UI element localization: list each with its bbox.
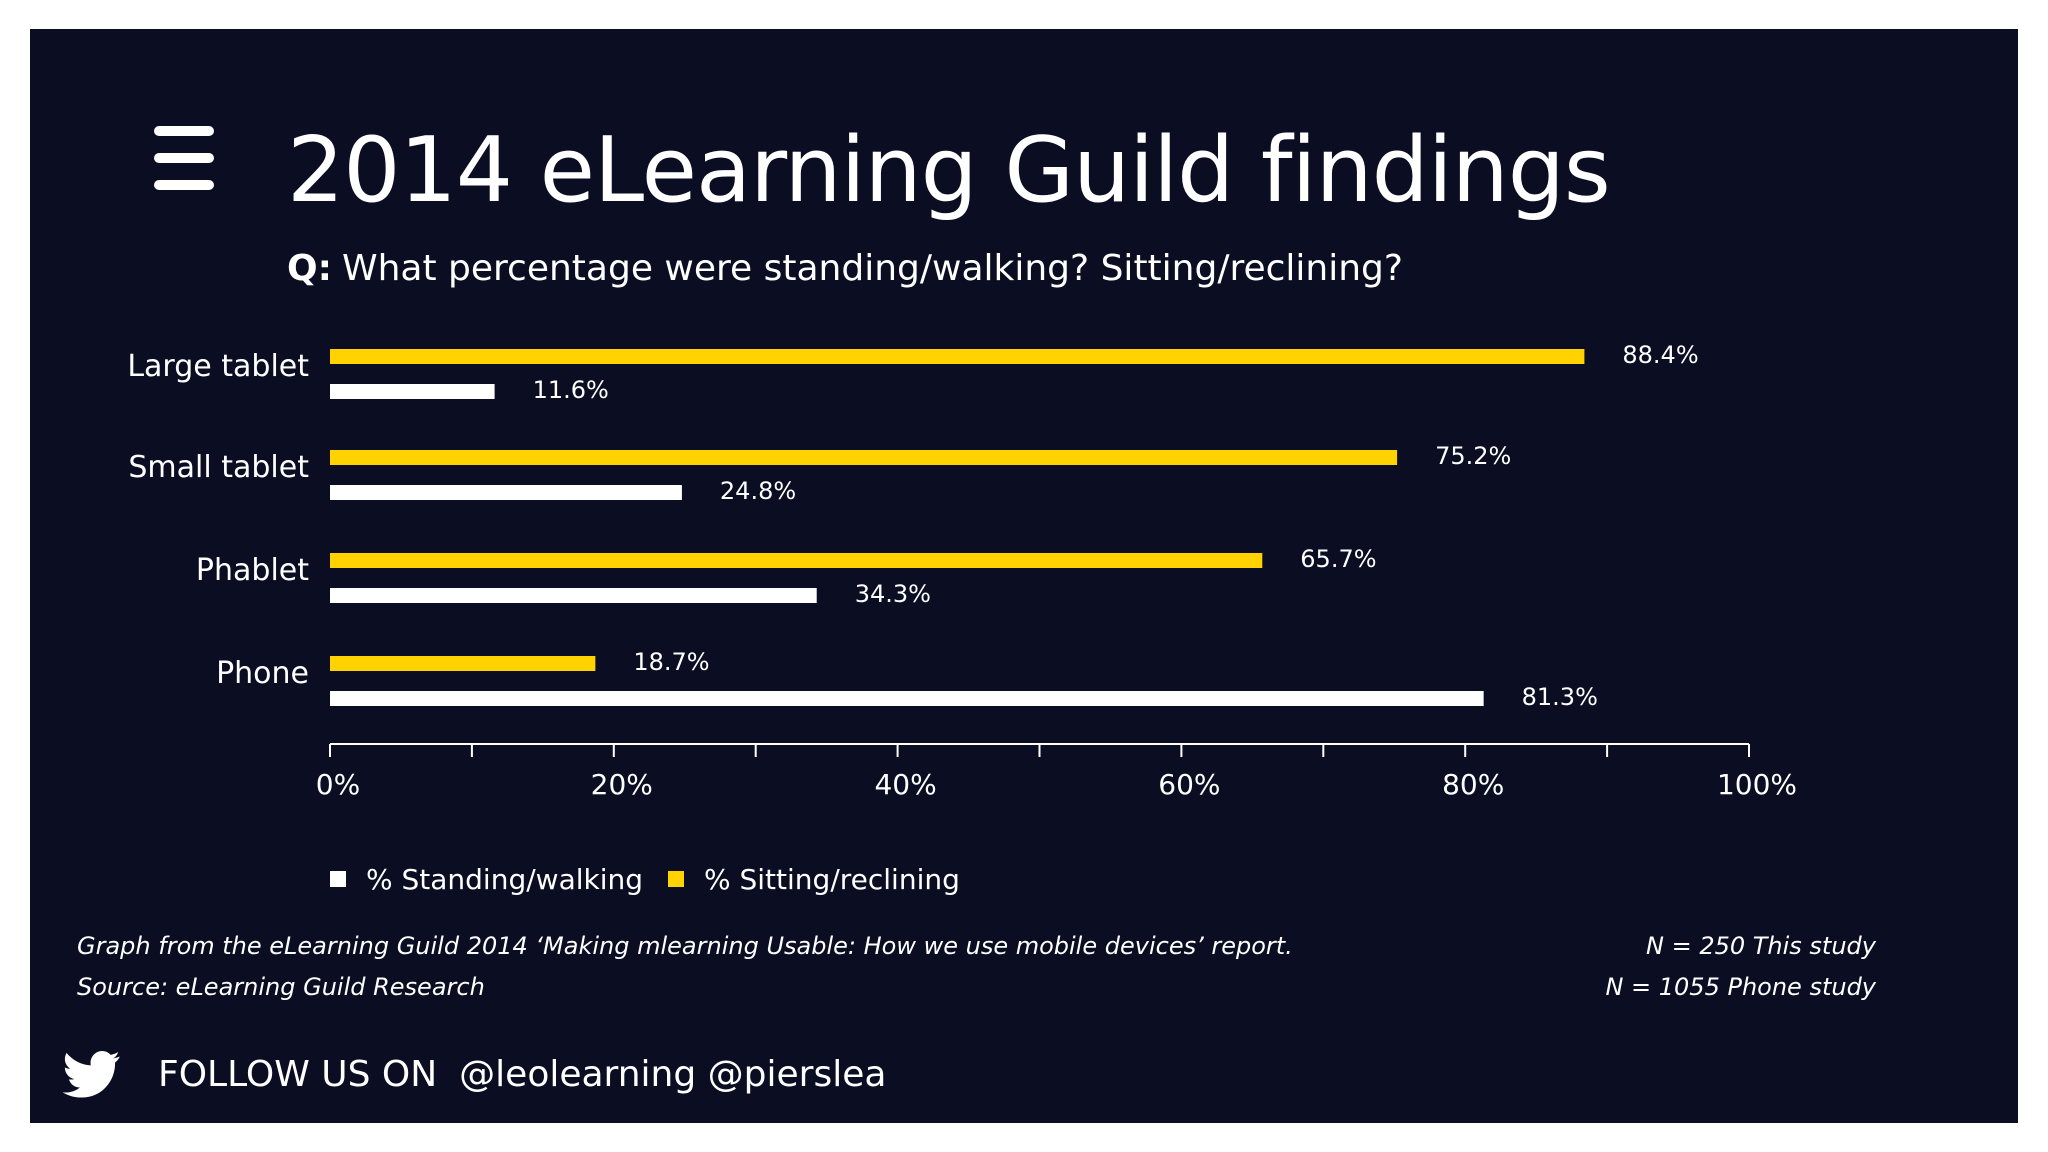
data-label: 75.2% — [1435, 442, 1511, 470]
graph-source-note: Graph from the eLearning Guild 2014 ‘Mak… — [77, 932, 1293, 960]
menu-icon[interactable] — [154, 126, 214, 190]
bar — [330, 588, 817, 603]
category-label: Small tablet — [128, 450, 309, 485]
data-label: 65.7% — [1300, 545, 1376, 573]
legend-label-sitting: % Sitting/reclining — [704, 862, 960, 896]
twitter-handles[interactable]: @leolearning @pierslea — [459, 1054, 887, 1095]
source-note: Source: eLearning Guild Research — [77, 973, 485, 1001]
follow-line: FOLLOW US ON @leolearning @pierslea — [158, 1053, 886, 1096]
data-label: 81.3% — [1522, 683, 1598, 711]
bar — [330, 656, 596, 671]
data-label: 88.4% — [1622, 341, 1698, 369]
legend-item-sitting: % Sitting/reclining — [668, 859, 960, 899]
legend-swatch-standing — [330, 871, 346, 887]
question-text: Q: What percentage were standing/walking?… — [287, 247, 1403, 290]
x-tick-label: 100% — [1717, 768, 1797, 801]
bar — [330, 349, 1585, 364]
x-tick-label: 20% — [591, 768, 653, 801]
question-body: What percentage were standing/walking? S… — [342, 248, 1404, 289]
bar — [330, 450, 1398, 465]
data-label: 34.3% — [855, 580, 931, 608]
x-tick-label: 80% — [1442, 768, 1504, 801]
bar-chart: Large tablet 88.4% 11.6% Small tablet 75.2% 2… — [127, 341, 1797, 801]
category-label: Phone — [216, 656, 309, 691]
bar — [330, 485, 682, 500]
bar — [330, 691, 1484, 706]
data-label: 18.7% — [633, 648, 709, 676]
category-label: Large tablet — [127, 349, 309, 384]
sample-size-this-study: N = 250 This study — [1646, 932, 1876, 960]
slide: 2014 eLearning Guild findings Q: What per… — [30, 29, 2018, 1123]
x-tick-label: 0% — [316, 768, 360, 801]
x-tick-label: 40% — [874, 768, 936, 801]
legend-swatch-sitting — [668, 871, 684, 887]
category-label: Phablet — [196, 553, 309, 588]
x-tick-label: 60% — [1158, 768, 1220, 801]
legend-item-standing: % Standing/walking — [330, 859, 643, 899]
bar — [330, 553, 1263, 568]
bar — [330, 384, 495, 399]
follow-label: FOLLOW US ON — [158, 1054, 438, 1095]
legend-label-standing: % Standing/walking — [366, 862, 644, 896]
data-label: 24.8% — [720, 477, 796, 505]
question-prefix: Q: — [287, 248, 332, 289]
sample-size-phone-study: N = 1055 Phone study — [1605, 973, 1876, 1001]
data-label: 11.6% — [533, 376, 609, 404]
page-title: 2014 eLearning Guild findings — [287, 118, 1611, 223]
twitter-bird-icon[interactable] — [63, 1051, 121, 1099]
